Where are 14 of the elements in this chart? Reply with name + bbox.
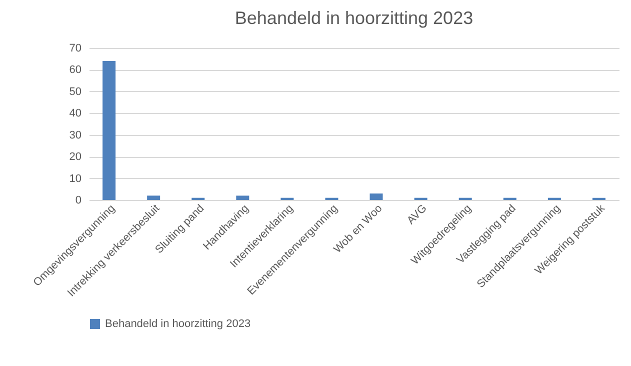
y-tick-label: 0 (75, 194, 82, 206)
chart-title: Behandeld in hoorzitting 2023 (234, 8, 474, 28)
y-tick-label: 10 (69, 172, 82, 185)
y-tick-label: 60 (69, 64, 82, 76)
bar (236, 196, 250, 200)
y-tick-label: 30 (69, 129, 82, 142)
bar (102, 61, 116, 200)
y-tick-label: 40 (69, 108, 82, 120)
y-tick-label: 50 (69, 86, 82, 98)
legend-label: Behandeld in hoorzitting 2023 (105, 318, 251, 330)
y-tick-label: 70 (69, 42, 82, 54)
y-tick-label: 20 (69, 151, 82, 164)
bar (147, 196, 160, 200)
bar (370, 193, 383, 200)
